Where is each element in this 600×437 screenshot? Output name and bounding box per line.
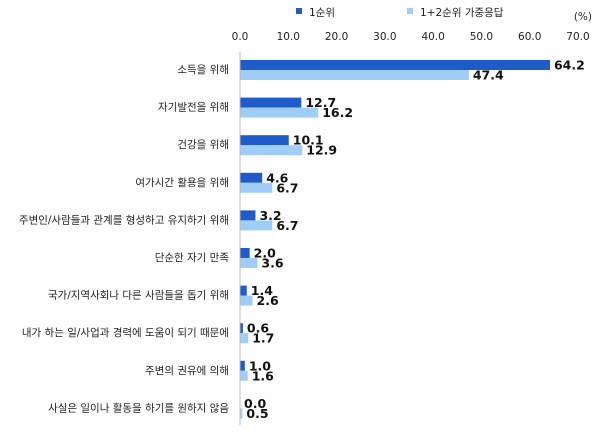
bar-rank1-4 <box>240 172 263 183</box>
x-tick-label: 30.0 <box>373 31 396 43</box>
category-label: 내가 하는 일/사업과 경력에 도움이 되기 때문에 <box>22 326 229 339</box>
bar-rank1-3 <box>240 135 289 146</box>
bar-rank12-2 <box>240 107 319 118</box>
data-label: 12.9 <box>306 143 337 158</box>
data-label: 6.7 <box>276 218 298 233</box>
bar-rank12-5 <box>240 220 273 231</box>
data-label: 4.6 <box>266 170 288 185</box>
unit-label: (%) <box>574 11 592 23</box>
bars: 64.247.412.716.210.112.94.66.73.26.72.03… <box>240 58 585 421</box>
data-label: 16.2 <box>322 105 353 120</box>
x-tick-label: 70.0 <box>566 31 589 43</box>
category-label: 소득을 위해 <box>177 63 229 76</box>
bar-rank12-9 <box>240 370 248 381</box>
data-label: 1.7 <box>252 331 274 346</box>
bar-rank12-7 <box>240 295 253 306</box>
bar-rank12-3 <box>240 145 303 156</box>
x-tick-label: 20.0 <box>325 31 348 43</box>
category-label: 단순한 자기 만족 <box>155 252 230 264</box>
bar-rank1-9 <box>240 360 245 371</box>
bar-rank12-8 <box>240 333 249 344</box>
category-label: 사실은 일이나 활동을 하기를 원하지 않음 <box>48 401 229 414</box>
x-tick-label: 50.0 <box>470 31 493 43</box>
data-label: 0.0 <box>244 396 266 411</box>
x-tick-label: 10.0 <box>277 31 300 43</box>
legend-swatch-2 <box>407 8 413 14</box>
bar-rank12-10 <box>240 408 243 419</box>
legend-swatch-1 <box>296 8 302 14</box>
bar-rank12-4 <box>240 182 273 193</box>
legend: 1순위 1+2순위 가중응답 <box>296 6 504 19</box>
data-label: 10.1 <box>293 133 324 148</box>
category-label: 주변인/사람들과 관계를 형성하고 유지하기 위해 <box>19 213 229 226</box>
legend-label-2: 1+2순위 가중응답 <box>420 6 504 19</box>
data-label: 1.4 <box>251 283 273 298</box>
category-label: 건강을 위해 <box>177 138 229 151</box>
bar-rank12-6 <box>240 258 258 268</box>
bar-rank1-7 <box>240 285 247 296</box>
data-label: 47.4 <box>473 68 504 83</box>
data-label: 0.6 <box>247 321 269 336</box>
x-tick-label: 0.0 <box>232 31 249 43</box>
category-label: 여가시간 활용을 위해 <box>135 176 229 189</box>
legend-label-1: 1순위 <box>309 6 335 19</box>
data-label: 1.6 <box>252 368 274 383</box>
data-label: 2.0 <box>254 246 276 261</box>
x-tick-label: 60.0 <box>518 31 541 43</box>
data-label: 12.7 <box>305 95 336 110</box>
data-label: 2.6 <box>257 293 279 308</box>
bar-rank1-8 <box>240 323 243 334</box>
x-tick-label: 40.0 <box>421 31 444 43</box>
category-label: 주변의 권유에 의해 <box>145 364 229 377</box>
x-axis-ticks: 0.0 10.0 20.0 30.0 40.0 50.0 60.0 70.0 <box>232 31 590 43</box>
bar-rank1-5 <box>240 210 256 221</box>
category-label: 자기발전을 위해 <box>158 101 229 114</box>
data-label: 3.2 <box>259 208 281 223</box>
data-label: 64.2 <box>554 58 585 73</box>
bar-rank1-2 <box>240 97 302 108</box>
bar-rank12-1 <box>240 70 469 80</box>
data-label: 1.0 <box>249 358 271 373</box>
bar-rank1-6 <box>240 248 250 258</box>
data-label: 0.5 <box>246 406 268 421</box>
data-label: 6.7 <box>276 180 298 195</box>
data-label: 3.6 <box>261 256 283 271</box>
bar-rank1-1 <box>240 60 550 70</box>
category-label: 국가/지역사회나 다른 사람들을 돕기 위해 <box>48 289 229 302</box>
